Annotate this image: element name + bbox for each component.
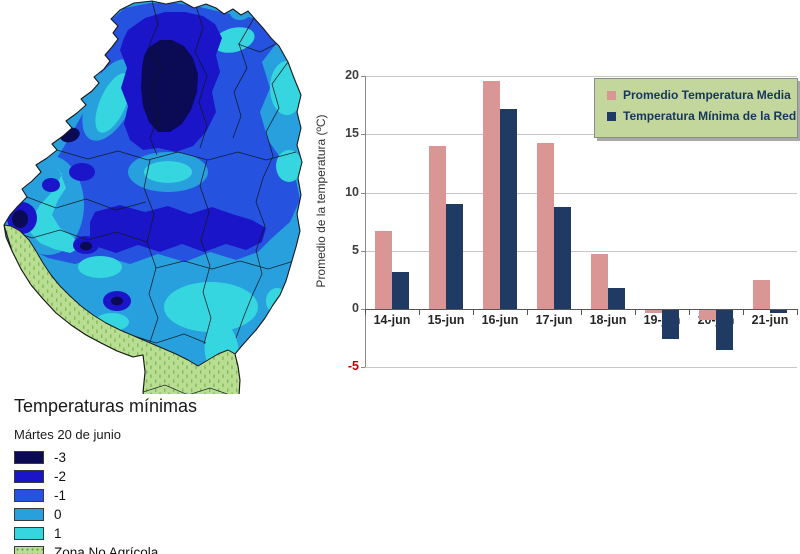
bar-minima [500,109,517,309]
temperature-map-panel: Temperaturas mínimas Mártes 20 de junio … [0,0,332,554]
y-axis-tick [361,76,365,77]
x-axis-tick [743,309,744,315]
gridline [365,367,797,368]
zone-minus3 [12,40,198,306]
map-legend-title: Temperaturas mínimas [14,396,198,416]
x-axis-tick [581,309,582,315]
chart-legend-swatch [607,90,616,100]
chart-legend-label: Promedio Temperatura Media [623,88,791,102]
x-axis-tick [635,309,636,315]
bar-media [591,254,608,309]
x-axis-label: 21-jun [751,313,789,327]
map-legend-swatch [14,488,44,502]
map-legend-label: Zona No Agrícola [54,544,159,554]
y-axis-tick-label: 5 [352,243,359,257]
map-legend-label: 0 [54,506,62,522]
temperature-bar-chart: Promedio de la temperatura (ºC) Promedio… [314,0,800,554]
x-axis-label: 14-jun [373,313,411,327]
map-legend-swatch [14,469,44,483]
y-axis-line [365,76,366,367]
map-legend-swatch [14,526,44,540]
x-axis-tick [473,309,474,315]
x-axis-tick [527,309,528,315]
map-legend: Temperaturas mínimas Mártes 20 de junio … [10,394,244,554]
category-axis-line [365,309,797,310]
y-axis-tick-label: 10 [345,185,359,199]
y-axis-tick [361,309,365,310]
y-axis-tick-label: -5 [347,359,359,373]
chart-legend-swatch [607,111,616,121]
y-axis-tick [361,134,365,135]
gridline [365,193,797,194]
bar-media [537,143,554,309]
map-legend-label: -2 [54,468,67,484]
bar-minima [446,204,463,309]
chart-legend-item: Promedio Temperatura Media [607,88,791,102]
bar-minima [662,310,679,339]
gridline [365,76,797,77]
chart-legend-item: Temperatura Mínima de la Red [607,109,796,123]
bar-minima [392,272,409,309]
map-legend-item: 0 [14,506,244,522]
map-legend-label: -3 [54,449,67,465]
x-axis-tick [797,309,798,315]
map-legend-swatch [14,450,44,464]
bar-minima [770,310,787,313]
x-axis-tick [365,309,366,315]
x-axis-label: 15-jun [427,313,465,327]
bar-media [645,310,662,313]
map-legend-item: -3 [14,449,244,465]
bar-media [753,280,770,309]
y-axis-tick [361,193,365,194]
x-axis-tick [419,309,420,315]
bar-minima [554,207,571,309]
bar-minima [608,288,625,309]
map-legend-items: -3 -2 -1 0 1 Zona No Agrícola [14,449,244,554]
gridline [365,134,797,135]
y-axis-tick-label: 0 [352,301,359,315]
map-legend-item: -1 [14,487,244,503]
x-axis-label: 16-jun [481,313,519,327]
bar-minima [716,310,733,350]
map-legend-label: -1 [54,487,67,503]
chart-legend: Promedio Temperatura Media Temperatura Mí… [594,78,798,138]
province-temperature-map [3,0,303,460]
y-axis-tick-label: 20 [345,68,359,82]
y-axis-tick [361,367,365,368]
bar-media [483,81,500,309]
bar-media [429,146,446,309]
y-axis-tick [361,251,365,252]
chart-legend-label: Temperatura Mínima de la Red [623,109,797,123]
y-axis-tick-label: 15 [345,126,359,140]
x-axis-label: 18-jun [589,313,627,327]
map-legend-label: 1 [54,525,62,541]
bar-media [699,310,716,320]
map-legend-item: Zona No Agrícola [14,544,244,554]
zone-0-pocket [230,6,250,20]
gridline [365,251,797,252]
bar-media [375,231,392,309]
map-legend-subtitle: Mártes 20 de junio [14,427,121,442]
temperature-zones [4,1,302,459]
x-axis-tick [689,309,690,315]
map-legend-swatch [14,545,44,554]
map-legend-item: -2 [14,468,244,484]
x-axis-label: 17-jun [535,313,573,327]
map-legend-item: 1 [14,525,244,541]
map-legend-swatch [14,507,44,521]
